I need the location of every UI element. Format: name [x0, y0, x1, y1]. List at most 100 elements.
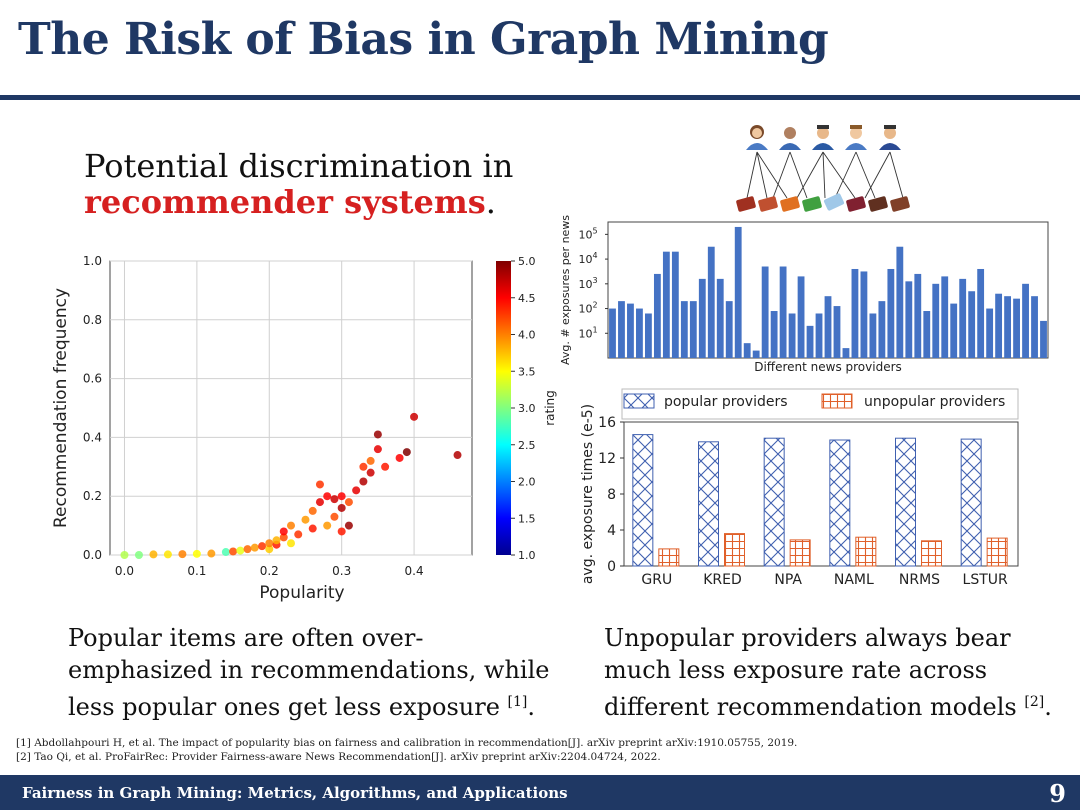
book-icon [868, 196, 888, 212]
popular-bar [960, 438, 982, 567]
scatter-point [315, 498, 324, 507]
subtitle-highlight: recommender systems [84, 183, 486, 221]
provider-bar [1013, 298, 1020, 358]
colorbar-tick-label: 2.0 [518, 476, 536, 489]
left-caption: Popular items are often over- emphasized… [68, 622, 549, 723]
provider-bar [707, 246, 715, 358]
provider-bar [788, 313, 796, 358]
book-icon [890, 196, 910, 212]
y-tick-label: 0.4 [83, 430, 102, 444]
provider-bar [968, 291, 976, 358]
provider-bar [644, 313, 652, 358]
left-caption-line: emphasized in recommendations, while [68, 656, 550, 684]
provider-exposure-bar-chart: 101 102 103 104 105 Different news providers… [559, 215, 1049, 374]
subtitle-line1: Potential discrimination in [84, 147, 514, 185]
colorbar-tick-label: 1.0 [518, 549, 536, 562]
scatter-point [359, 462, 368, 471]
scatter-point [337, 492, 346, 501]
scatter-point [294, 530, 303, 539]
scatter-point [453, 451, 462, 460]
legend-popular-label: popular providers [664, 394, 788, 410]
scatter-point [410, 412, 419, 421]
provider-bar [806, 325, 814, 358]
left-caption-ref: [1] [507, 694, 528, 710]
x-tick-label: 0.4 [405, 564, 424, 578]
provider-bar [869, 313, 877, 358]
popular-bar [895, 437, 916, 567]
provider-bar [905, 281, 913, 358]
user-icon [879, 125, 901, 150]
unpopular-bar [658, 548, 680, 567]
model-exposure-bar-chart: popular providers unpopular providers GR… [580, 388, 1019, 588]
scatter-point [337, 527, 346, 536]
category-label: GRU [641, 572, 672, 588]
scatter-point [337, 503, 346, 512]
provider-bar [1022, 283, 1029, 358]
logbar-y-tick-label: 105 [578, 226, 597, 241]
legend [621, 388, 1019, 420]
y-tick-label: 0.8 [83, 313, 102, 327]
colorbar-tick-label: 3.0 [518, 402, 536, 415]
provider-bar [1004, 296, 1012, 358]
grouped-y-tick-label: 0 [607, 559, 616, 575]
y-tick-label: 0.6 [83, 372, 102, 386]
unpopular-bar [921, 540, 942, 567]
scatter-point [344, 521, 353, 530]
scatter-point [323, 521, 332, 530]
provider-bar [896, 246, 904, 358]
x-tick-label: 0.0 [115, 564, 134, 578]
colorbar-tick-label: 4.5 [518, 292, 536, 305]
legend-unpopular-swatch [821, 393, 853, 409]
provider-bar [887, 268, 895, 358]
scatter-point [366, 456, 375, 465]
scatter-point [308, 506, 317, 515]
provider-bar [833, 306, 841, 358]
scatter-point [308, 524, 317, 533]
scatter-point [265, 539, 274, 548]
scatter-point [381, 462, 390, 471]
provider-bar [689, 301, 697, 358]
scatter-point [352, 486, 361, 495]
scatter-point [315, 480, 324, 489]
provider-bar [618, 301, 625, 358]
provider-bar [932, 283, 940, 358]
provider-bar [734, 226, 742, 358]
scatter-point [258, 542, 267, 551]
scatter-point [344, 498, 353, 507]
logbar-y-label: Avg. # exposures per news [559, 215, 572, 365]
provider-bar [653, 273, 661, 358]
reference-item: [1] Abdollahpouri H, et al. The impact o… [16, 737, 798, 749]
footer-title: Fairness in Graph Mining: Metrics, Algor… [22, 784, 568, 802]
category-label: NRMS [899, 572, 940, 588]
right-caption: Unpopular providers always bear much les… [604, 622, 1052, 723]
provider-bar [959, 278, 967, 358]
book-icon [846, 196, 866, 212]
right-caption-line: different recommendation models [604, 693, 1017, 721]
provider-bar [1040, 320, 1047, 358]
provider-bar [716, 278, 724, 358]
category-label: NAML [834, 572, 874, 588]
right-caption-ref: [2] [1024, 694, 1045, 710]
provider-bar [698, 278, 706, 358]
grouped-y-tick-label: 4 [607, 523, 616, 539]
scatter-point [279, 527, 288, 536]
provider-bar [923, 311, 931, 358]
legend-unpopular-label: unpopular providers [864, 394, 1005, 410]
logbar-y-tick-label: 101 [578, 325, 597, 340]
scatter-x-label: Popularity [259, 583, 344, 603]
logbar-y-tick-label: 103 [578, 276, 597, 291]
provider-bar [671, 251, 679, 358]
provider-bar [662, 251, 670, 358]
x-tick-label: 0.3 [332, 564, 351, 578]
scatter-point [163, 550, 172, 559]
left-caption-line: Popular items are often over- [68, 624, 424, 652]
scatter-point [243, 545, 252, 554]
scatter-plot-area [109, 260, 473, 556]
unpopular-bar [855, 536, 877, 567]
provider-bar [797, 276, 805, 358]
users-items-illustration [736, 125, 910, 212]
provider-bar [860, 271, 868, 358]
provider-bar [609, 308, 616, 358]
scatter-y-label: Recommendation frequency [51, 288, 71, 528]
popular-bar [698, 441, 719, 567]
